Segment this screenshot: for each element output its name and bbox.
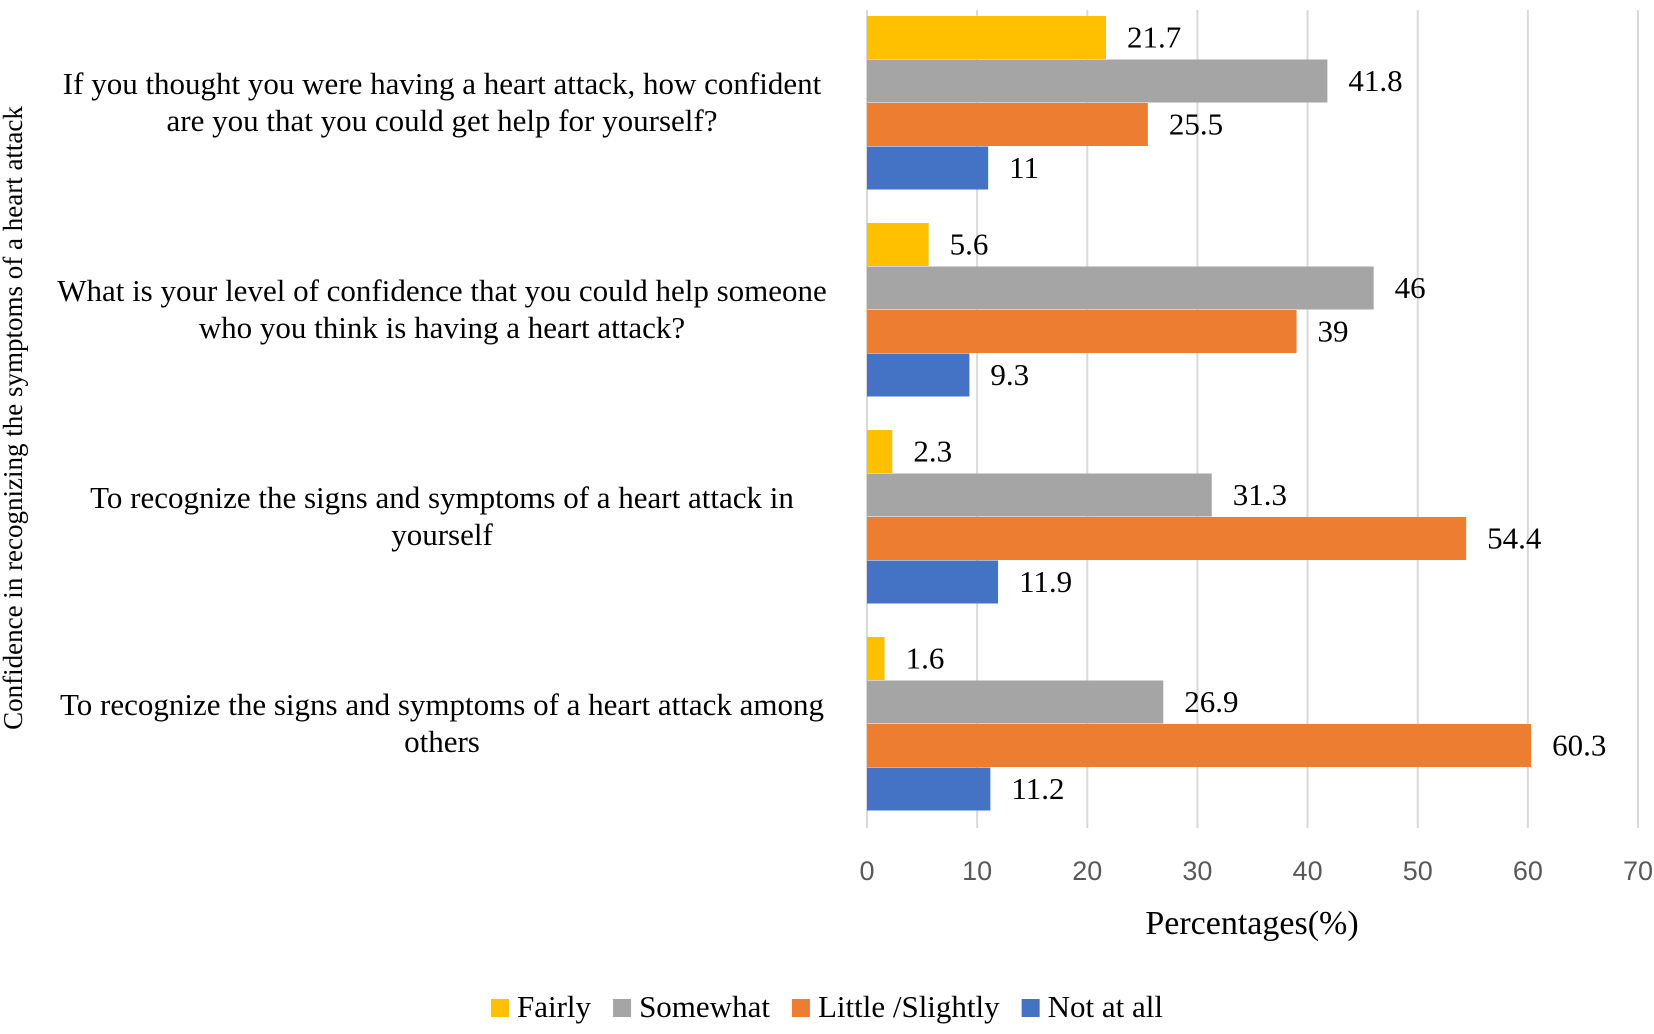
bar-0-1 [867,59,1328,103]
data-label-1-1: 46 [1395,270,1426,305]
category-labels: If you thought you were having a heart a… [57,66,827,759]
legend: Fairly Somewhat Little /Slightly Not at all [491,989,1163,1024]
y-axis-title: Confidence in recognizing the symptoms o… [0,106,28,730]
legend-swatch-3 [1021,999,1040,1017]
bar-0-3 [867,146,989,190]
category-label-2-line-1: yourself [391,517,493,552]
data-label-3-2: 60.3 [1552,728,1606,763]
x-axis-ticks: 0 10 20 30 40 50 60 70 [859,856,1653,886]
data-label-2-1: 31.3 [1233,477,1287,512]
data-label-2-0: 2.3 [913,434,952,469]
bar-2-1 [867,473,1212,517]
bar-3-2 [867,724,1532,767]
x-tick-label-3: 30 [1182,856,1212,886]
data-label-1-0: 5.6 [950,227,989,262]
data-label-1-3: 9.3 [990,357,1029,392]
category-label-3-line-1: others [404,724,480,759]
bar-2-0 [867,430,893,473]
legend-label-2: Little /Slightly [818,989,1000,1024]
bar-1-2 [867,310,1297,353]
legend-label-1: Somewhat [639,989,770,1024]
bar-2-2 [867,517,1467,560]
data-label-3-1: 26.9 [1184,684,1238,719]
legend-swatch-0 [491,999,509,1017]
bar-1-3 [867,353,970,397]
legend-label-0: Fairly [517,989,592,1024]
bar-0-0 [867,16,1107,59]
bar-3-3 [867,767,991,811]
data-label-3-0: 1.6 [906,641,945,676]
bar-0-2 [867,103,1148,146]
category-label-3-line-0: To recognize the signs and symptoms of a… [60,687,824,722]
x-tick-label-4: 40 [1293,856,1323,886]
data-label-1-2: 39 [1318,314,1349,349]
data-label-0-1: 41.8 [1348,63,1402,98]
bar-1-1 [867,266,1374,310]
x-tick-label-0: 0 [859,856,874,886]
category-label-2-line-0: To recognize the signs and symptoms of a… [90,480,794,515]
gridlines [866,10,1639,828]
legend-swatch-2 [791,999,810,1017]
x-tick-label-7: 70 [1623,856,1653,886]
legend-label-3: Not at all [1048,989,1163,1024]
data-label-2-3: 11.9 [1019,564,1072,599]
value-labels: 21.7 41.8 25.5 11 5.6 46 39 9.3 2.3 31.3 54.4 11.9 1… [906,20,1607,807]
data-label-0-0: 21.7 [1127,20,1181,55]
x-tick-label-2: 20 [1072,856,1102,886]
bar-3-1 [867,680,1164,724]
bar-1-0 [867,223,929,266]
category-label-1-line-0: What is your level of confidence that yo… [57,273,827,308]
bar-2-3 [867,560,999,604]
x-tick-label-5: 50 [1403,856,1433,886]
data-label-2-2: 54.4 [1487,521,1542,556]
x-tick-label-1: 10 [962,856,992,886]
bars [867,16,1532,811]
category-label-0-line-1: are you that you could get help for your… [167,103,718,138]
x-axis-title: Percentages(%) [1145,905,1358,942]
category-label-1-line-1: who you think is having a heart attack? [199,310,685,345]
data-label-0-2: 25.5 [1169,107,1223,142]
x-tick-label-6: 60 [1513,856,1543,886]
bar-3-0 [867,637,885,680]
category-label-0-line-0: If you thought you were having a heart a… [63,66,822,101]
data-label-3-3: 11.2 [1011,771,1064,806]
data-label-0-3: 11 [1009,150,1039,185]
legend-swatch-1 [613,999,632,1017]
